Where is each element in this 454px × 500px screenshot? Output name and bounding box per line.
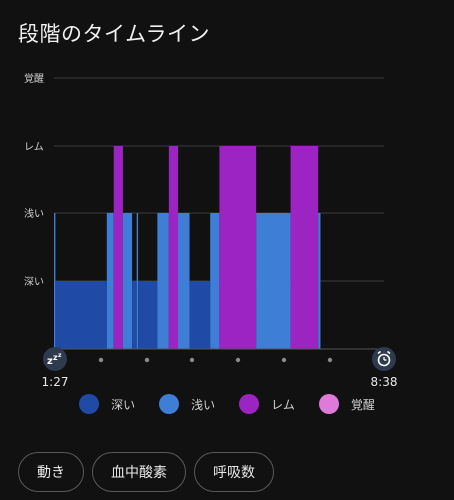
stage-segment	[157, 213, 169, 349]
axis-dot	[235, 357, 241, 363]
blood-oxygen-button[interactable]: 血中酸素	[92, 452, 186, 492]
y-level-label: レム	[24, 141, 44, 153]
sleep-zzz-icon: z z z	[43, 347, 67, 371]
stage-segment	[138, 281, 158, 349]
stage-segment	[189, 281, 211, 349]
legend: 深い 浅い レム 覚醒	[0, 394, 454, 414]
legend-swatch	[318, 394, 339, 414]
axis-dot	[281, 357, 287, 363]
legend-label: 覚醒	[350, 397, 375, 412]
y-level-label: 浅い	[24, 207, 44, 220]
axis-dot	[144, 357, 150, 363]
legend-label: 浅い	[191, 397, 216, 412]
svg-text:z: z	[53, 353, 58, 362]
stage-segment	[256, 213, 291, 349]
stage-segment	[219, 146, 257, 349]
page-title: 段階のタイムライン	[18, 22, 211, 46]
axis-dot	[327, 357, 333, 363]
movement-button[interactable]: 動き	[18, 452, 84, 492]
legend-item-awake: 覚醒	[318, 394, 375, 414]
stage-segment	[106, 213, 114, 349]
metric-button-row: 動き 血中酸素 呼吸数	[18, 452, 274, 492]
stage-segment	[55, 281, 107, 349]
y-level-label: 深い	[24, 276, 44, 288]
stage-segment	[54, 213, 56, 349]
stage-segment	[318, 213, 321, 349]
legend-swatch	[79, 394, 100, 414]
axis-dot	[189, 357, 195, 363]
alarm-clock-icon	[372, 347, 396, 371]
legend-label: 深い	[111, 397, 136, 412]
stage-segment	[132, 281, 137, 349]
stage-segment	[168, 146, 179, 349]
stage-segment	[210, 213, 220, 349]
legend-label: レム	[271, 397, 295, 412]
axis-dot	[98, 357, 104, 363]
legend-item-rem: レム	[239, 394, 295, 414]
end-time-label: 8:38	[371, 375, 398, 389]
stage-segment	[136, 213, 139, 349]
svg-text:z: z	[47, 356, 53, 367]
stage-segment	[290, 146, 319, 349]
y-level-label: 覚醒	[24, 72, 44, 85]
svg-text:z: z	[58, 352, 62, 359]
legend-swatch	[159, 394, 180, 414]
legend-item-light: 浅い	[159, 394, 215, 414]
respiratory-rate-button[interactable]: 呼吸数	[194, 452, 274, 492]
legend-swatch	[239, 394, 260, 414]
stage-segment	[178, 213, 190, 349]
stage-segment	[113, 146, 123, 349]
start-time-label: 1:27	[42, 375, 69, 389]
stage-segment	[122, 213, 133, 349]
legend-item-deep: 深い	[79, 394, 135, 414]
